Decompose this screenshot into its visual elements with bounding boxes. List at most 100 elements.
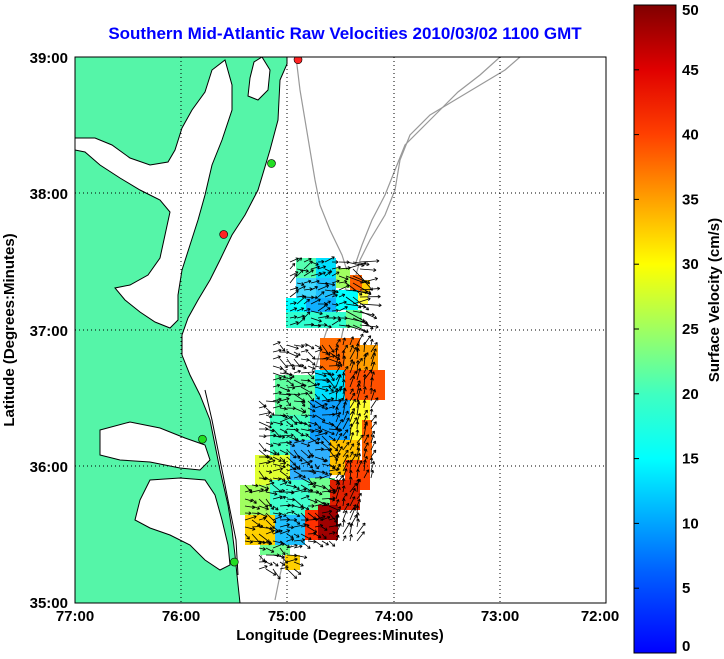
velocity-vector xyxy=(342,468,348,479)
velocity-vector xyxy=(300,523,310,528)
velocity-vector xyxy=(341,372,346,381)
velocity-vector xyxy=(265,540,273,545)
velocity-vector xyxy=(279,470,291,480)
velocity-vector xyxy=(321,350,329,355)
velocity-vector xyxy=(314,428,323,433)
velocity-vector xyxy=(307,531,317,536)
velocity-vector xyxy=(328,379,336,389)
velocity-vector xyxy=(342,492,348,500)
velocity-vector xyxy=(286,392,301,397)
velocity-vector xyxy=(286,518,298,522)
colorbar-ticks: 0 5 10 15 20 25 30 35 40 45 50 xyxy=(634,2,699,655)
velocity-vector xyxy=(328,467,340,472)
velocity-vector xyxy=(314,501,326,507)
velocity-vector xyxy=(356,522,366,535)
velocity-vector xyxy=(349,432,355,444)
velocity-vector xyxy=(349,496,356,507)
velocity-vector xyxy=(342,366,349,374)
colorbar xyxy=(633,4,677,654)
velocity-vector xyxy=(300,540,311,549)
velocity-vector xyxy=(272,390,282,395)
velocity-vector xyxy=(342,417,350,430)
velocity-vector xyxy=(300,459,313,465)
velocity-vector xyxy=(349,451,354,458)
velocity-vector xyxy=(362,374,367,388)
velocity-vector xyxy=(363,434,370,444)
velocity-vector xyxy=(307,481,317,486)
velocity-vector xyxy=(349,346,357,360)
velocity-vector xyxy=(363,353,368,367)
velocity-vector xyxy=(349,392,356,402)
velocity-vector xyxy=(342,510,348,521)
velocity-vector xyxy=(300,421,312,428)
velocity-vector xyxy=(342,388,347,402)
velocity-vector xyxy=(272,397,282,402)
velocity-vector xyxy=(286,385,296,390)
velocity-vector xyxy=(314,365,323,369)
velocity-vector xyxy=(314,515,326,521)
x-tick-label: 72:00 xyxy=(581,608,619,625)
velocity-vector xyxy=(331,279,340,284)
velocity-vector xyxy=(279,481,288,486)
velocity-vector xyxy=(289,307,298,312)
velocity-vector xyxy=(363,442,369,451)
velocity-vector xyxy=(321,509,333,514)
radar-station-marker xyxy=(293,57,303,65)
velocity-vector xyxy=(307,358,316,366)
velocity-vector xyxy=(324,256,335,263)
velocity-vector xyxy=(310,279,320,284)
velocity-vector xyxy=(328,386,334,392)
velocity-vector xyxy=(258,404,267,409)
velocity-vector xyxy=(328,405,336,409)
velocity-vector xyxy=(265,470,273,474)
velocity-vector xyxy=(342,454,349,465)
velocity-vector xyxy=(370,421,377,430)
y-tick-label: 35:00 xyxy=(30,595,68,612)
radar-station-marker xyxy=(267,159,276,168)
velocity-vector xyxy=(370,361,376,374)
velocity-vector xyxy=(293,454,301,459)
velocity-vector xyxy=(307,393,315,402)
velocity-vector xyxy=(335,406,339,416)
velocity-vector xyxy=(293,379,305,386)
velocity-vector xyxy=(286,525,295,530)
velocity-vector xyxy=(314,431,328,437)
velocity-vector xyxy=(279,561,286,566)
velocity-vector xyxy=(356,452,361,465)
x-tick-label: 76:00 xyxy=(162,608,200,625)
velocity-vector xyxy=(338,293,346,298)
velocity-vector xyxy=(335,428,341,437)
velocity-vector xyxy=(349,487,356,500)
velocity-vector xyxy=(279,433,294,438)
velocity-vector xyxy=(321,456,326,463)
velocity-vector xyxy=(349,482,358,493)
velocity-vector xyxy=(296,314,305,319)
velocity-vector xyxy=(314,523,324,528)
velocity-vector xyxy=(331,302,339,307)
velocity-vector xyxy=(244,488,253,493)
albemarle-sound xyxy=(99,421,211,471)
velocity-vector xyxy=(362,341,367,353)
velocity-vector xyxy=(342,355,347,367)
velocity-vector xyxy=(356,478,361,493)
velocity-vector xyxy=(303,311,311,319)
velocity-vector xyxy=(272,372,287,379)
velocity-vector xyxy=(289,315,298,319)
velocity-vector xyxy=(293,554,308,560)
colorbar-label: Surface Velocity (cm/s) xyxy=(706,218,723,382)
velocity-vector xyxy=(324,324,332,329)
velocity-vector xyxy=(272,505,279,511)
velocity-vector xyxy=(286,344,299,350)
velocity-vector xyxy=(258,565,268,570)
velocity-vector xyxy=(314,348,323,353)
velocity-vector xyxy=(348,470,353,479)
velocity-vector xyxy=(286,568,298,579)
velocity-vector xyxy=(293,438,305,444)
velocity-vector xyxy=(293,435,298,442)
velocity-vector xyxy=(258,512,268,518)
velocity-vector xyxy=(265,456,273,461)
velocity-vector xyxy=(317,284,330,291)
velocity-vector xyxy=(363,421,368,430)
velocity-vector xyxy=(289,290,299,298)
